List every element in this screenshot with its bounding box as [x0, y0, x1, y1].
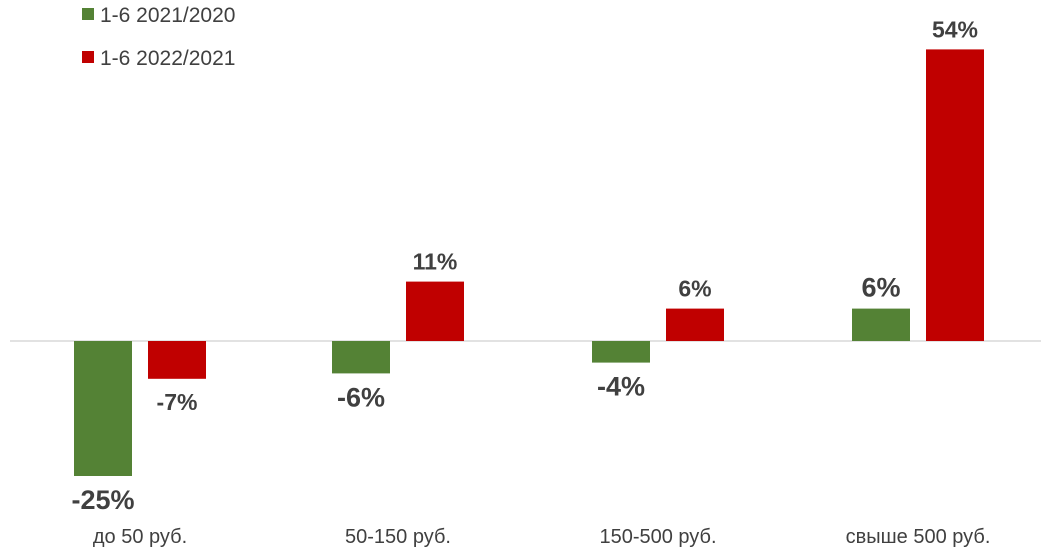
category-labels-layer: до 50 руб. 50-150 руб. 150-500 руб. свыше 5… [93, 526, 991, 548]
data-label-series-2-cat-1: -7% [157, 389, 198, 415]
legend-item-series-1: 1-6 2021/2020 [82, 4, 235, 27]
category-label-1: до 50 руб. [93, 526, 187, 548]
legend-label-series-1: 1-6 2021/2020 [100, 4, 235, 27]
data-labels-layer: -25% -6% -4% 6% -7% 11% 6% 54% [71, 16, 978, 515]
bar-series-1-cat-1 [74, 341, 132, 476]
legend-swatch-series-2 [82, 51, 94, 63]
legend: 1-6 2021/2020 1-6 2022/2021 [82, 4, 235, 70]
legend-label-series-2: 1-6 2022/2021 [100, 47, 235, 70]
bar-series-1-cat-4 [852, 308, 910, 341]
data-label-series-2-cat-4: 54% [932, 16, 978, 42]
data-label-series-1-cat-2: -6% [337, 382, 385, 412]
bar-series-2-cat-2 [406, 281, 464, 341]
data-label-series-1-cat-3: -4% [597, 372, 645, 402]
bar-series-2-cat-3 [666, 308, 724, 341]
bar-series-2-cat-4 [926, 49, 984, 342]
legend-item-series-2: 1-6 2022/2021 [82, 47, 235, 70]
bar-series-1-cat-2 [332, 341, 390, 374]
data-label-series-2-cat-2: 11% [413, 249, 458, 275]
bar-series-2-cat-1 [148, 341, 206, 379]
data-label-series-1-cat-4: 6% [861, 273, 900, 303]
legend-swatch-series-1 [82, 8, 94, 20]
category-label-3: 150-500 руб. [599, 526, 716, 548]
data-label-series-1-cat-1: -25% [71, 485, 134, 515]
category-label-2: 50-150 руб. [345, 526, 451, 548]
data-label-series-2-cat-3: 6% [678, 276, 711, 302]
category-label-4: свыше 500 руб. [846, 526, 991, 548]
bar-series-1-cat-3 [592, 341, 650, 363]
bars-layer [74, 49, 984, 476]
